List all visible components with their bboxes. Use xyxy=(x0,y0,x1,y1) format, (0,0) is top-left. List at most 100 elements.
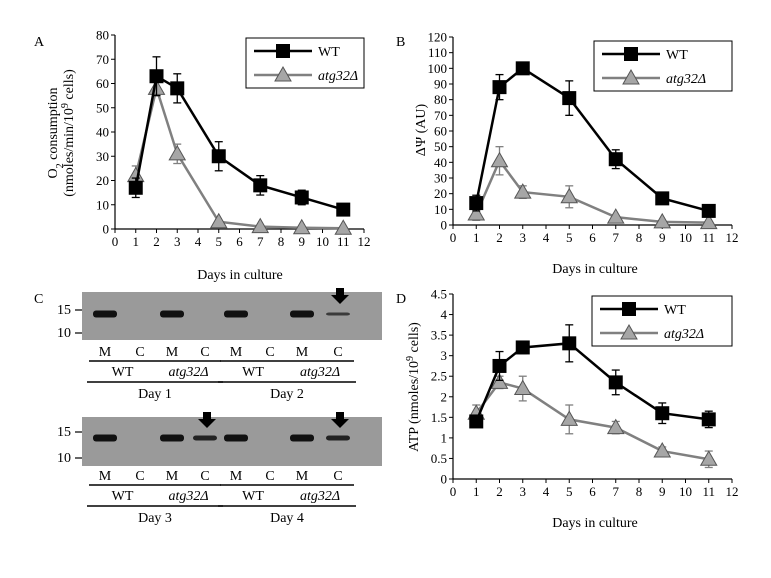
x-tick-label: 8 xyxy=(278,234,285,249)
lane-label-c: C xyxy=(265,345,274,360)
panel-b-xlabel: Days in culture xyxy=(552,262,638,277)
y-tick-label: 4.5 xyxy=(431,287,447,302)
y-tick-label: 40 xyxy=(96,125,109,140)
panel-d-legend: WT atg32Δ xyxy=(591,295,733,347)
lane-label-c: C xyxy=(265,469,274,484)
x-tick-label: 8 xyxy=(636,230,643,245)
lane-label-m: M xyxy=(166,469,179,484)
panel-b-legend: WT atg32Δ xyxy=(593,40,733,92)
y-tick-label: 0 xyxy=(441,472,448,487)
x-tick-label: 12 xyxy=(358,234,371,249)
arrow-down-icon xyxy=(331,412,349,428)
y-tick-label: 90 xyxy=(434,77,447,92)
panel-a-ylabel-line1: O2 consumption xyxy=(46,88,66,179)
data-point-atg32 xyxy=(168,144,187,161)
x-tick-label: 1 xyxy=(133,234,140,249)
legend-label: WT xyxy=(318,45,340,60)
x-tick-label: 7 xyxy=(257,234,264,249)
x-tick-label: 12 xyxy=(726,484,739,499)
day-label: Day 4 xyxy=(270,511,304,526)
strain-label: atg32Δ xyxy=(300,365,340,380)
data-point-wt xyxy=(492,358,507,373)
data-point-wt xyxy=(170,81,185,96)
x-tick-label: 9 xyxy=(659,484,666,499)
data-point-atg32 xyxy=(653,442,672,458)
y-tick-label: 120 xyxy=(428,30,448,45)
x-tick-label: 12 xyxy=(726,230,739,245)
x-tick-label: 9 xyxy=(299,234,306,249)
data-point-wt xyxy=(492,80,507,95)
legend-marker xyxy=(274,65,292,82)
y-tick-label: 50 xyxy=(434,139,447,154)
x-tick-label: 6 xyxy=(589,484,596,499)
x-tick-label: 5 xyxy=(566,230,573,245)
lane-label-m: M xyxy=(230,345,243,360)
y-tick-label: 10 xyxy=(434,202,447,217)
arrow-down-icon xyxy=(198,412,216,428)
x-tick-label: 5 xyxy=(566,484,573,499)
data-point-atg32 xyxy=(513,183,532,199)
x-tick-label: 3 xyxy=(520,230,527,245)
x-tick-label: 0 xyxy=(450,484,457,499)
data-point-wt xyxy=(294,190,309,205)
x-tick-label: 6 xyxy=(236,234,243,249)
blot-band xyxy=(160,310,184,318)
x-tick-label: 11 xyxy=(337,234,350,249)
panel-a-xlabel: Days in culture xyxy=(197,268,283,283)
x-tick-label: 2 xyxy=(153,234,160,249)
x-tick-label: 1 xyxy=(473,230,480,245)
lane-label-m: M xyxy=(296,345,309,360)
legend-marker xyxy=(622,68,640,85)
day-label: Day 2 xyxy=(270,387,304,402)
series-line-wt xyxy=(475,342,709,422)
mw-marker-10: 10 xyxy=(57,326,71,341)
blot-band xyxy=(224,434,248,442)
x-tick-label: 11 xyxy=(702,484,715,499)
y-tick-label: 30 xyxy=(434,171,447,186)
panel-a-ylabel-line2: (nmoles/min/109 cells) xyxy=(60,69,78,197)
data-point-wt xyxy=(515,340,530,355)
mw-marker-15: 15 xyxy=(57,303,71,318)
data-point-atg32 xyxy=(490,151,509,168)
legend-label: WT xyxy=(664,303,686,318)
y-tick-label: 10 xyxy=(96,197,109,212)
data-point-atg32 xyxy=(699,213,718,230)
y-tick-label: 2.5 xyxy=(431,369,447,384)
panel-d-label: D xyxy=(396,292,406,307)
x-tick-label: 7 xyxy=(613,230,620,245)
data-point-wt xyxy=(253,178,268,193)
x-tick-label: 4 xyxy=(543,484,550,499)
data-point-wt xyxy=(562,336,577,351)
x-tick-label: 4 xyxy=(195,234,202,249)
lane-label-m: M xyxy=(166,345,179,360)
data-point-wt xyxy=(701,203,716,218)
x-tick-label: 4 xyxy=(543,230,550,245)
legend-label: atg32Δ xyxy=(666,72,706,87)
lane-label-c: C xyxy=(333,345,342,360)
x-tick-label: 3 xyxy=(174,234,181,249)
strain-label: WT xyxy=(112,489,134,504)
lane-label-c: C xyxy=(135,469,144,484)
strain-label: WT xyxy=(242,365,264,380)
legend-label: atg32Δ xyxy=(318,69,358,84)
lane-label-c: C xyxy=(200,345,209,360)
y-tick-label: 30 xyxy=(96,149,109,164)
y-tick-label: 2 xyxy=(441,389,448,404)
x-tick-label: 6 xyxy=(589,230,596,245)
strain-label: atg32Δ xyxy=(168,365,208,380)
blot-band xyxy=(326,435,350,441)
y-tick-label: 0 xyxy=(103,222,110,237)
series-line-atg32 xyxy=(475,380,709,461)
x-tick-label: 2 xyxy=(496,230,503,245)
data-point-atg32 xyxy=(699,450,718,466)
data-point-atg32 xyxy=(560,410,579,426)
x-tick-label: 5 xyxy=(216,234,223,249)
data-point-wt xyxy=(469,414,484,429)
legend-marker xyxy=(622,302,636,316)
strain-label: atg32Δ xyxy=(168,489,208,504)
panel-d-chart: D ATP (nmoles/109 cells) 0 0.5 1 1.5 2 2.5 3 3.… xyxy=(396,287,739,532)
y-tick-label: 20 xyxy=(96,173,109,188)
legend-label: atg32Δ xyxy=(664,327,704,342)
lane-label-m: M xyxy=(99,469,112,484)
day-label: Day 1 xyxy=(138,387,172,402)
